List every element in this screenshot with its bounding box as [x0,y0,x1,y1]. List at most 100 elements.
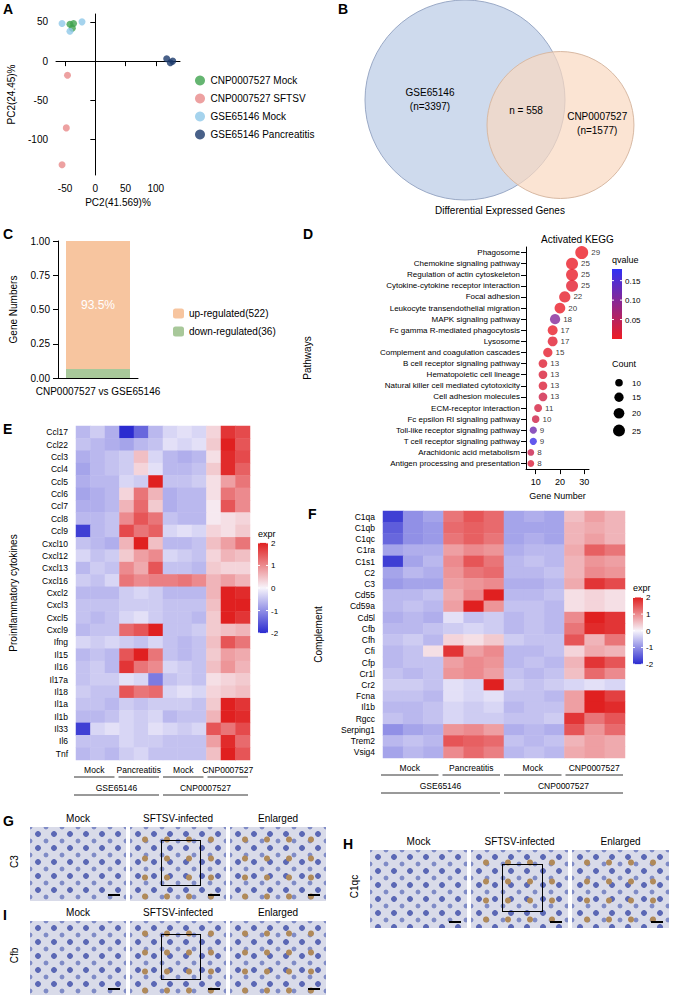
svg-text:Cd55: Cd55 [355,590,376,600]
svg-text:11: 11 [545,404,554,413]
svg-text:0: 0 [271,584,276,593]
svg-text:13: 13 [550,392,559,401]
svg-text:CNP0007527: CNP0007527 [567,111,627,122]
svg-text:Ccl3: Ccl3 [51,452,68,462]
svg-text:Il17a: Il17a [50,675,69,685]
svg-text:Cd5l: Cd5l [358,613,376,623]
svg-text:13: 13 [550,381,559,390]
svg-text:0: 0 [646,627,651,636]
svg-text:C1qb: C1qb [355,523,376,533]
svg-text:50: 50 [37,16,49,27]
svg-text:(n=1577): (n=1577) [577,125,617,136]
svg-text:1: 1 [271,561,276,570]
svg-text:1: 1 [646,610,651,619]
svg-text:Chemokine signaling pathway: Chemokine signaling pathway [414,259,520,268]
svg-text:Il1b: Il1b [54,712,68,722]
svg-text:Cfi: Cfi [365,646,376,656]
svg-text:20: 20 [568,304,577,313]
svg-text:CNP0007527 SFTSV: CNP0007527 SFTSV [211,93,306,104]
svg-text:Cfb: Cfb [362,624,376,634]
svg-text:20: 20 [632,409,641,418]
svg-text:Il6: Il6 [59,736,68,746]
svg-text:T cell receptor signaling path: T cell receptor signaling pathway [404,437,520,446]
svg-text:Toll-like receptor signaling p: Toll-like receptor signaling pathway [396,426,520,435]
svg-text:50: 50 [120,183,132,194]
svg-text:Il1a: Il1a [54,699,68,709]
svg-text:8: 8 [537,459,542,468]
svg-text:Tnf: Tnf [56,749,69,759]
svg-text:PC2(24.45)%: PC2(24.45)% [6,64,17,124]
svg-text:29: 29 [591,248,600,257]
svg-text:2: 2 [271,539,276,548]
svg-text:1.00: 1.00 [31,236,51,247]
svg-text:100: 100 [147,183,164,194]
svg-text:20: 20 [555,477,565,487]
svg-text:Cd59a: Cd59a [350,601,375,611]
svg-text:Cell adhesion molecules: Cell adhesion molecules [433,392,520,401]
svg-text:25: 25 [581,259,590,268]
svg-text:0: 0 [42,56,48,67]
svg-text:8: 8 [537,448,542,457]
svg-text:9: 9 [540,437,545,446]
svg-text:Cxcl13: Cxcl13 [42,563,68,573]
svg-text:-1: -1 [646,643,654,652]
svg-text:Leukocyte transendothelial mig: Leukocyte transendothelial migration [390,304,520,313]
svg-text:15: 15 [632,393,641,402]
svg-text:0.50: 0.50 [31,304,51,315]
svg-text:Pancreatitis: Pancreatitis [117,765,161,775]
svg-text:0.05: 0.05 [625,316,641,325]
svg-text:Cxcl12: Cxcl12 [42,551,68,561]
svg-text:C1qa: C1qa [355,512,376,522]
svg-text:Cxcl10: Cxcl10 [42,539,68,549]
svg-text:Count: Count [612,359,637,369]
svg-text:PC2(41.569)%: PC2(41.569)% [85,197,151,208]
svg-text:Mock: Mock [400,763,421,773]
svg-text:Ccl6: Ccl6 [51,489,68,499]
svg-text:Regulation of actin cytoskelet: Regulation of actin cytoskeleton [407,270,520,279]
svg-text:Cxcl16: Cxcl16 [42,576,68,586]
svg-text:GSE65146: GSE65146 [96,783,138,793]
svg-text:15: 15 [555,348,564,357]
svg-text:25: 25 [581,281,590,290]
svg-text:B cell receptor signaling path: B cell receptor signaling pathway [403,359,520,368]
svg-text:GSE65146 Mock: GSE65146 Mock [211,111,288,122]
svg-text:Arachidonic acid metabolism: Arachidonic acid metabolism [418,448,520,457]
svg-text:-2: -2 [646,660,654,669]
svg-text:Trem2: Trem2 [351,736,376,746]
svg-text:25: 25 [581,270,590,279]
svg-text:(n=3397): (n=3397) [410,101,450,112]
svg-text:Il18: Il18 [54,687,68,697]
svg-text:-50: -50 [58,183,73,194]
svg-text:Il33: Il33 [54,724,68,734]
svg-text:30: 30 [579,477,589,487]
svg-text:qvalue: qvalue [612,255,639,265]
svg-text:ECM-receptor interaction: ECM-receptor interaction [431,404,520,413]
svg-text:CNP0007527 Mock: CNP0007527 Mock [211,75,299,86]
svg-text:25: 25 [632,427,641,436]
svg-text:Activated KEGG: Activated KEGG [541,234,614,245]
svg-text:Cytokine-cytokine receptor int: Cytokine-cytokine receptor interaction [386,281,520,290]
svg-text:Natural killer cell mediated c: Natural killer cell mediated cytotoxicit… [385,381,520,390]
svg-text:10: 10 [531,477,541,487]
svg-text:-1: -1 [271,607,279,616]
svg-text:Hematopoietic cell lineage: Hematopoietic cell lineage [427,370,521,379]
svg-text:22: 22 [573,292,582,301]
svg-text:Complement and coagulation cas: Complement and coagulation cascades [380,348,520,357]
svg-text:10: 10 [542,415,551,424]
svg-text:down-regulated(36): down-regulated(36) [189,326,276,337]
svg-text:13: 13 [550,359,559,368]
svg-text:Ifng: Ifng [54,637,68,647]
svg-text:Vsig4: Vsig4 [354,747,376,757]
svg-text:Cfp: Cfp [362,658,376,668]
svg-text:Cr2: Cr2 [361,680,375,690]
svg-text:Mock: Mock [523,763,544,773]
svg-text:-2: -2 [271,629,279,638]
svg-text:Antigen processing and present: Antigen processing and presentation [390,459,520,468]
svg-text:Ccl17: Ccl17 [46,427,68,437]
svg-text:-50: -50 [34,95,49,106]
svg-text:18: 18 [563,315,572,324]
svg-text:Il15: Il15 [54,650,68,660]
svg-text:C1ra: C1ra [357,545,376,555]
svg-text:Complement: Complement [313,606,324,663]
svg-text:Cxcl3: Cxcl3 [47,600,69,610]
